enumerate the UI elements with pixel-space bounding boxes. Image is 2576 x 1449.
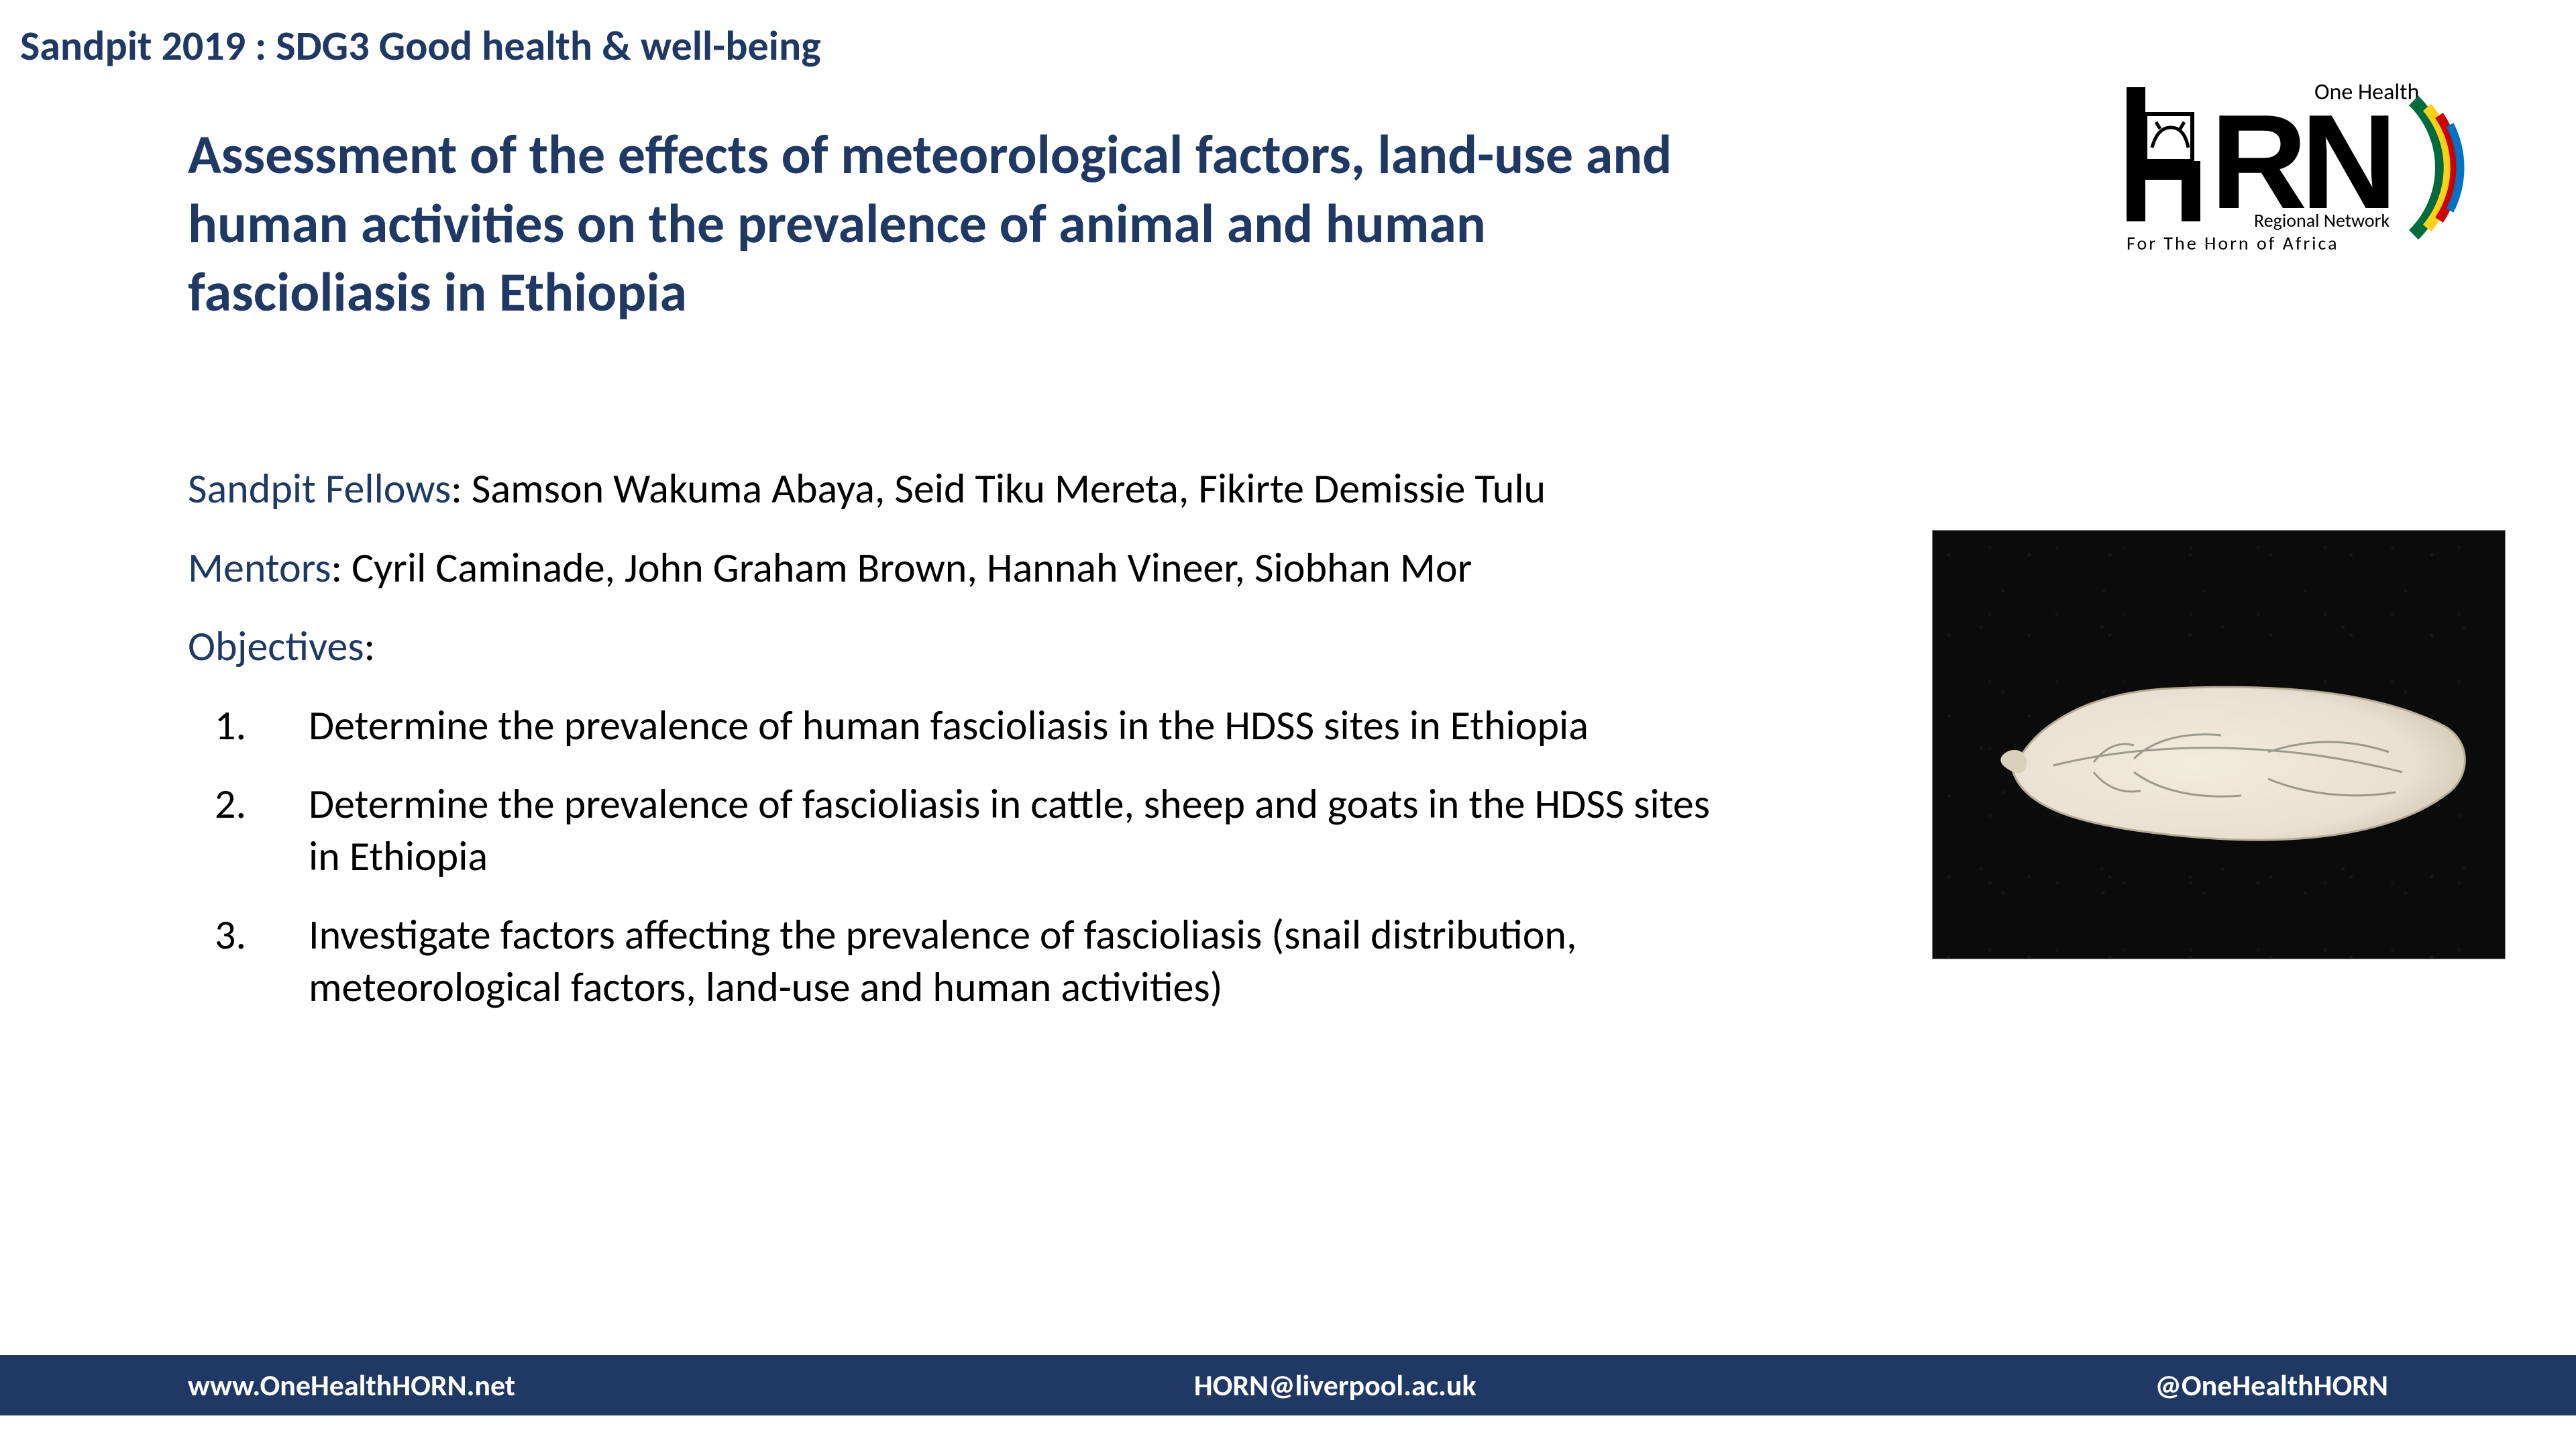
footer-twitter: @OneHealthHORN [2155, 1367, 2388, 1403]
fasciola-image [1932, 530, 2506, 959]
colon: : [331, 542, 352, 593]
fellows-label: Sandpit Fellows [188, 463, 451, 514]
logo-tagline: For The Horn of Africa [2127, 231, 2339, 255]
objectives-label: Objectives [188, 621, 364, 672]
mentors-line: Mentors: Cyril Caminade, John Graham Bro… [188, 542, 1711, 594]
slide: Sandpit 2019 : SDG3 Good health & well-b… [0, 0, 2576, 1449]
colon: : [451, 463, 472, 514]
objectives-header: Objectives: [188, 621, 1711, 673]
slide-title: Assessment of the effects of meteorologi… [188, 121, 1717, 327]
fasciola-specimen-svg [1933, 531, 2506, 959]
mentors-names: Cyril Caminade, John Graham Brown, Hanna… [352, 542, 1472, 593]
horn-logo: One Health RN Regional Network For The H… [2113, 74, 2489, 262]
fellows-names: Samson Wakuma Abaya, Seid Tiku Mereta, F… [472, 463, 1546, 514]
fellows-line: Sandpit Fellows: Samson Wakuma Abaya, Se… [188, 463, 1711, 515]
body-content: Sandpit Fellows: Samson Wakuma Abaya, Se… [188, 463, 1711, 1040]
mentors-label: Mentors [188, 542, 331, 593]
objective-item: Determine the prevalence of human fascio… [188, 700, 1711, 752]
slide-header: Sandpit 2019 : SDG3 Good health & well-b… [20, 20, 821, 71]
colon: : [364, 621, 376, 672]
objective-item: Determine the prevalence of fascioliasis… [188, 778, 1711, 882]
footer-website: www.OneHealthHORN.net [188, 1367, 515, 1403]
footer-bar: www.OneHealthHORN.net HORN@liverpool.ac.… [0, 1355, 2576, 1415]
objective-item: Investigate factors affecting the preval… [188, 909, 1711, 1013]
horn-logo-svg: One Health RN Regional Network For The H… [2113, 74, 2489, 262]
objectives-list: Determine the prevalence of human fascio… [188, 700, 1711, 1014]
logo-sub-text: Regional Network [2254, 209, 2390, 232]
footer-email: HORN@liverpool.ac.uk [1194, 1367, 1477, 1403]
